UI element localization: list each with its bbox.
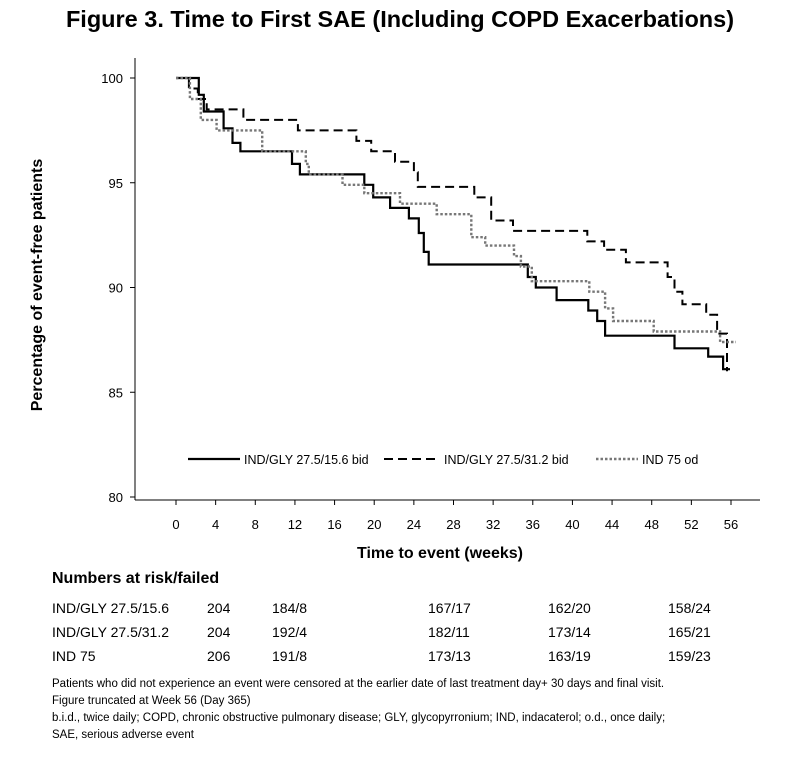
figure-title: Figure 3. Time to First SAE (Including C… xyxy=(65,6,735,32)
risk-value: 192/4 xyxy=(272,624,308,640)
x-tick-label: 40 xyxy=(565,517,579,532)
x-tick-label: 20 xyxy=(367,517,381,532)
series-line-1 xyxy=(176,76,730,371)
y-axis-label: Percentage of event-free patients xyxy=(29,158,46,412)
series-line-2 xyxy=(176,77,728,372)
y-tick-label: 85 xyxy=(109,385,123,400)
x-axis-label: Time to event (weeks) xyxy=(357,545,523,562)
risk-row-label: IND 75 xyxy=(52,648,96,664)
risk-value: 173/14 xyxy=(548,624,591,640)
y-tick-label: 90 xyxy=(109,281,123,296)
y-tick-label: 100 xyxy=(101,71,123,86)
risk-value: 184/8 xyxy=(272,600,308,616)
legend-label: IND/GLY 27.5/31.2 bid xyxy=(444,453,569,467)
risk-table-row: IND 75 206 191/8 173/13 163/19 159/23 xyxy=(0,648,800,668)
x-tick-label: 32 xyxy=(486,517,500,532)
footnotes: Patients who did not experience an event… xyxy=(52,676,665,744)
x-tick-label: 0 xyxy=(172,517,179,532)
series-line-3 xyxy=(176,76,736,344)
legend: IND/GLY 27.5/15.6 bid IND/GLY 27.5/31.2 b… xyxy=(188,453,698,467)
survival-curves xyxy=(176,76,736,372)
y-tick-label: 95 xyxy=(109,176,123,191)
footnote: b.i.d., twice daily; COPD, chronic obstr… xyxy=(52,712,666,724)
risk-value: 163/19 xyxy=(548,648,591,664)
x-tick-label: 56 xyxy=(724,517,738,532)
y-tick-label: 80 xyxy=(109,490,123,505)
risk-value: 182/11 xyxy=(428,624,470,640)
risk-value: 204 xyxy=(207,624,231,640)
risk-value: 191/8 xyxy=(272,648,308,664)
risk-value: 158/24 xyxy=(668,600,711,616)
risk-value: 159/23 xyxy=(668,648,711,664)
x-tick-label: 12 xyxy=(288,517,302,532)
x-tick-label: 8 xyxy=(252,517,259,532)
risk-table-row: IND/GLY 27.5/15.6 204 184/8 167/17 162/20 158… xyxy=(0,600,800,620)
x-tick-label: 48 xyxy=(644,517,658,532)
risk-table-row: IND/GLY 27.5/31.2 204 192/4 182/11 173/14 165… xyxy=(0,624,800,644)
risk-value: 204 xyxy=(207,600,231,616)
x-tick-label: 28 xyxy=(446,517,460,532)
risk-row-label: IND/GLY 27.5/31.2 xyxy=(52,624,169,640)
legend-label: IND/GLY 27.5/15.6 bid xyxy=(244,453,369,467)
risk-value: 162/20 xyxy=(548,600,591,616)
risk-value: 167/17 xyxy=(428,600,471,616)
x-tick-label: 4 xyxy=(212,517,219,532)
x-tick-label: 24 xyxy=(407,517,421,532)
footnote: SAE, serious adverse event xyxy=(52,729,194,741)
x-tick-label: 16 xyxy=(327,517,341,532)
risk-value: 173/13 xyxy=(428,648,471,664)
footnote: Patients who did not experience an event… xyxy=(52,678,665,690)
x-tick-label: 44 xyxy=(605,517,619,532)
risk-value: 206 xyxy=(207,648,231,664)
risk-table-title: Numbers at risk/failed xyxy=(52,570,220,587)
legend-label: IND 75 od xyxy=(642,453,698,467)
risk-value: 165/21 xyxy=(668,624,711,640)
x-tick-label: 36 xyxy=(526,517,540,532)
x-tick-label: 52 xyxy=(684,517,698,532)
risk-row-label: IND/GLY 27.5/15.6 xyxy=(52,600,169,616)
footnote: Figure truncated at Week 56 (Day 365) xyxy=(52,695,251,707)
